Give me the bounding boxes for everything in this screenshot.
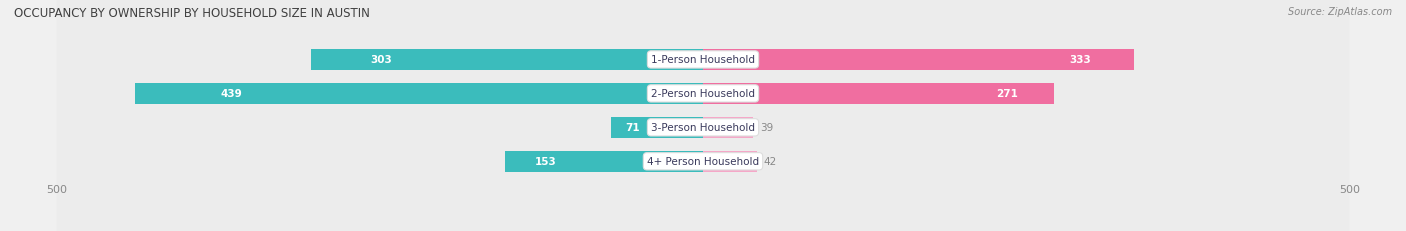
Text: 271: 271 (997, 89, 1018, 99)
Text: 153: 153 (534, 157, 557, 167)
FancyBboxPatch shape (56, 0, 1350, 231)
Bar (135, 83, 703, 104)
Text: 4+ Person Household: 4+ Person Household (647, 157, 759, 167)
Bar (703, 151, 758, 172)
Text: 2-Person Household: 2-Person Household (651, 89, 755, 99)
Text: 439: 439 (221, 89, 242, 99)
FancyBboxPatch shape (56, 0, 1350, 231)
FancyBboxPatch shape (56, 0, 1350, 231)
Text: 303: 303 (370, 55, 392, 65)
Bar (703, 83, 1053, 104)
Text: OCCUPANCY BY OWNERSHIP BY HOUSEHOLD SIZE IN AUSTIN: OCCUPANCY BY OWNERSHIP BY HOUSEHOLD SIZE… (14, 7, 370, 20)
Bar (703, 50, 1133, 71)
Text: 333: 333 (1069, 55, 1091, 65)
Bar (311, 50, 703, 71)
Text: 39: 39 (759, 123, 773, 133)
Text: 42: 42 (763, 157, 778, 167)
Bar (703, 117, 754, 138)
Bar (612, 117, 703, 138)
Text: 71: 71 (624, 123, 640, 133)
Text: Source: ZipAtlas.com: Source: ZipAtlas.com (1288, 7, 1392, 17)
Text: 3-Person Household: 3-Person Household (651, 123, 755, 133)
Bar (505, 151, 703, 172)
Text: 1-Person Household: 1-Person Household (651, 55, 755, 65)
FancyBboxPatch shape (56, 0, 1350, 231)
